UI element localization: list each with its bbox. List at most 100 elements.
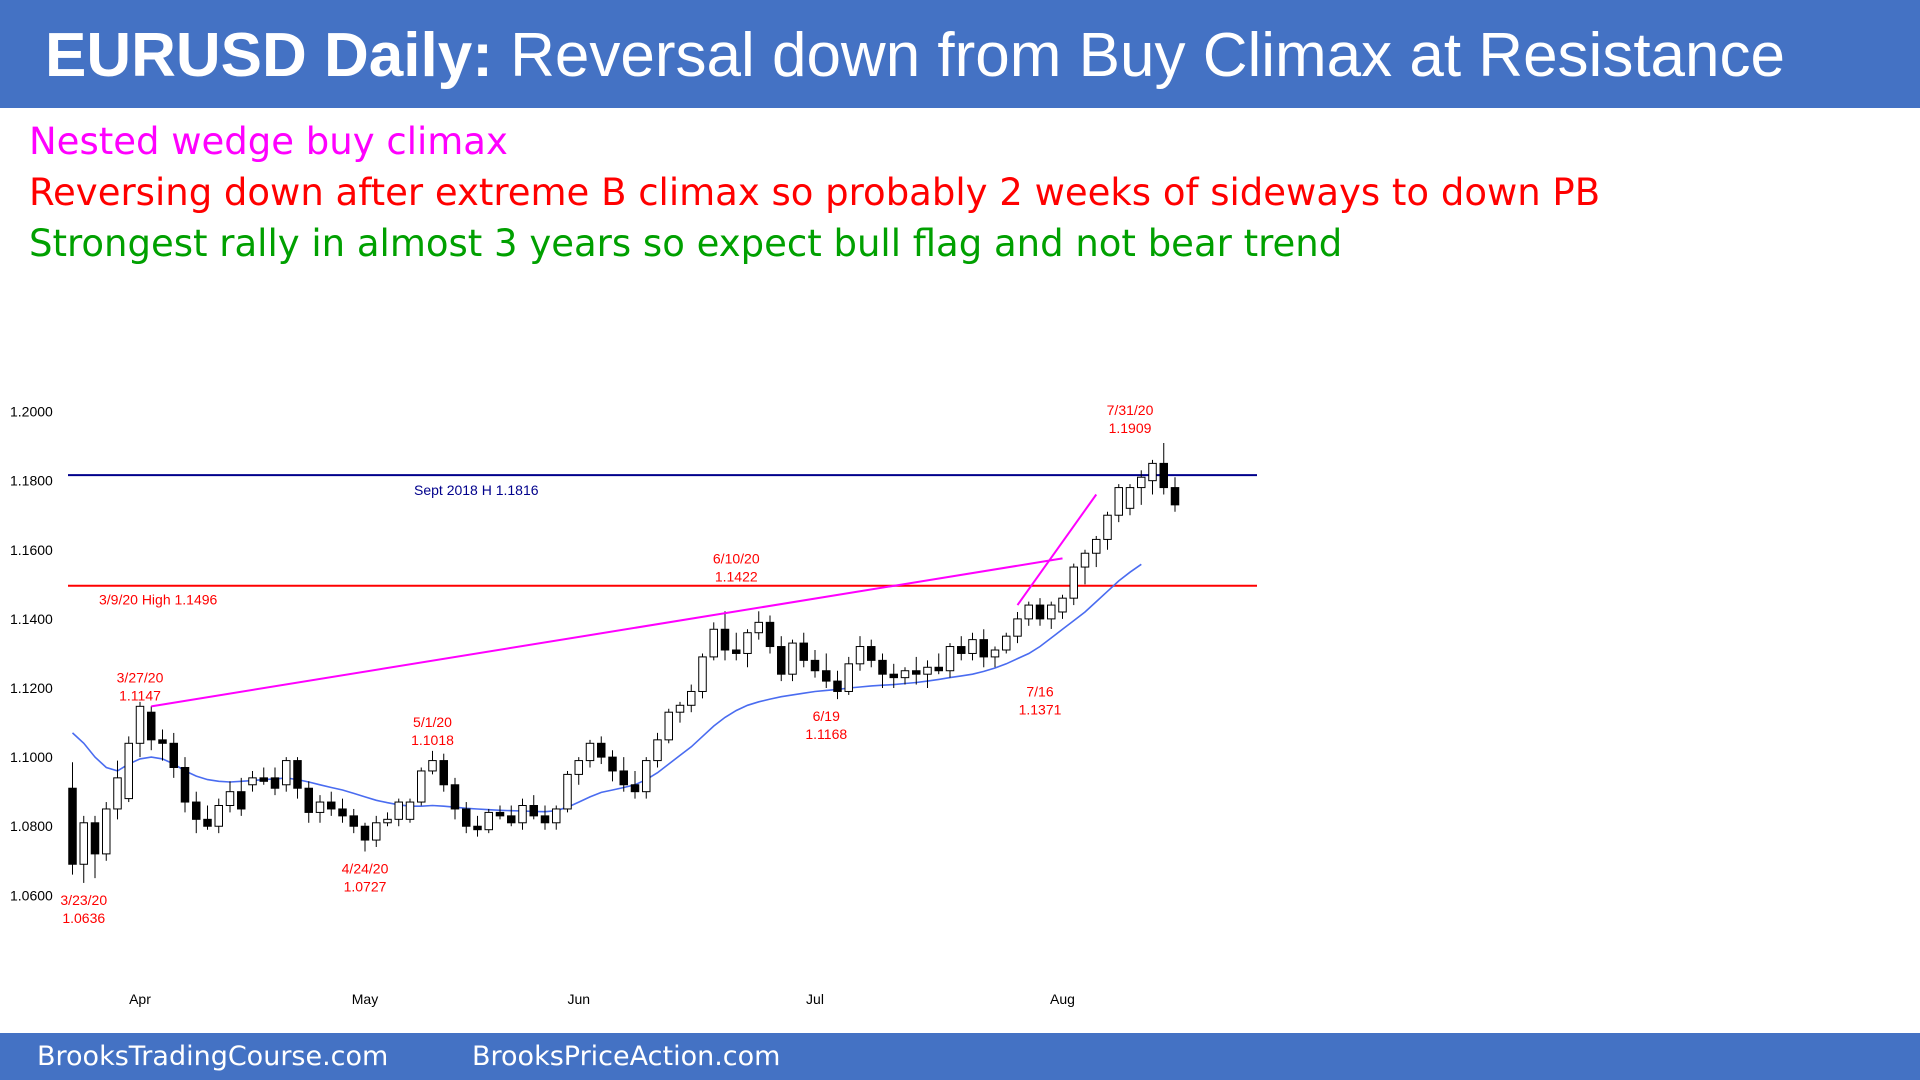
candle-body bbox=[788, 642, 797, 675]
candle-body bbox=[630, 784, 640, 793]
candle-body bbox=[968, 639, 977, 654]
candle-body bbox=[270, 777, 280, 789]
candlestick-chart: 1.2000 1.1800 1.1600 1.1400 1.1200 1.1000 1.08… bbox=[10, 402, 1257, 1007]
candle-body bbox=[979, 639, 988, 658]
candle-body bbox=[720, 628, 730, 651]
annotation-price: 1.1909 bbox=[1109, 420, 1152, 436]
candle-body bbox=[1148, 462, 1157, 482]
notes: Nested wedge buy climax Reversing down a… bbox=[29, 116, 1600, 269]
candle-body bbox=[259, 777, 268, 782]
candle-body bbox=[338, 808, 347, 817]
candle-body bbox=[428, 760, 437, 772]
candle-body bbox=[709, 628, 718, 658]
candle-body bbox=[473, 825, 482, 831]
candle-body bbox=[1137, 476, 1146, 489]
page-title: EURUSD Daily: Reversal down from Buy Cli… bbox=[45, 18, 1785, 94]
candle-body bbox=[1013, 618, 1022, 637]
candle-body bbox=[934, 666, 943, 672]
candle-body bbox=[360, 825, 370, 841]
candle-body bbox=[1170, 487, 1180, 506]
footer-bar: BrooksTradingCourse.com BrooksPriceActio… bbox=[0, 1033, 1920, 1080]
candle-body bbox=[405, 801, 415, 820]
candle-body bbox=[889, 673, 898, 679]
annotation-price: 1.0636 bbox=[62, 910, 105, 926]
candle-body bbox=[484, 811, 493, 831]
candle-body bbox=[417, 770, 426, 803]
candle-body bbox=[945, 646, 955, 672]
candle-body bbox=[990, 649, 1000, 658]
candle-body bbox=[552, 808, 561, 824]
y-tick-label: 1.0600 bbox=[10, 887, 53, 903]
annotation-date: 7/16 bbox=[1026, 684, 1053, 700]
candle-body bbox=[158, 739, 167, 744]
y-tick-label: 1.0800 bbox=[10, 818, 53, 834]
candle-body bbox=[304, 787, 313, 813]
candle-body bbox=[495, 811, 505, 817]
candle-body bbox=[799, 642, 808, 661]
x-tick-label: Aug bbox=[1050, 991, 1075, 1007]
candle-body bbox=[664, 711, 673, 741]
candle-body bbox=[529, 805, 538, 817]
candle-body bbox=[124, 742, 133, 800]
candle-body bbox=[349, 815, 358, 827]
candle-body bbox=[507, 815, 516, 824]
candle-body bbox=[585, 742, 595, 762]
candle-body bbox=[608, 756, 617, 772]
candle-body bbox=[754, 621, 763, 634]
footer-right-link[interactable]: BrooksPriceAction.com bbox=[472, 1041, 781, 1072]
footer-left-link[interactable]: BrooksTradingCourse.com bbox=[37, 1041, 389, 1072]
candle-body bbox=[1080, 552, 1090, 568]
candle-body bbox=[597, 742, 606, 758]
candle-body bbox=[169, 742, 178, 768]
candle-body bbox=[225, 791, 235, 807]
candle-body bbox=[743, 632, 752, 654]
candle-body bbox=[675, 704, 685, 713]
annotation-date: 6/19 bbox=[813, 708, 840, 724]
annotation-date: 3/27/20 bbox=[117, 669, 164, 685]
candle-body bbox=[844, 663, 853, 692]
candle-body bbox=[687, 690, 696, 706]
annotation-price: 1.1371 bbox=[1019, 702, 1062, 718]
candle-body bbox=[777, 646, 786, 675]
candle-body bbox=[540, 815, 550, 824]
wedge-trendline bbox=[151, 557, 1063, 708]
y-tick-label: 1.1600 bbox=[10, 542, 53, 558]
candle-body bbox=[383, 818, 392, 824]
candle-body bbox=[192, 801, 201, 820]
candle-body bbox=[90, 822, 100, 855]
candle-body bbox=[855, 646, 865, 665]
candle-body bbox=[900, 670, 910, 679]
candle-body bbox=[79, 822, 88, 865]
candle-body bbox=[878, 659, 887, 675]
x-tick-label: Apr bbox=[129, 991, 151, 1007]
note-line-3: Strongest rally in almost 3 years so exp… bbox=[29, 222, 1343, 265]
resistance-label: 3/9/20 High 1.1496 bbox=[99, 592, 218, 608]
header-bar: EURUSD Daily: Reversal down from Buy Cli… bbox=[0, 0, 1920, 108]
y-tick-label: 1.1200 bbox=[10, 680, 53, 696]
candle-body bbox=[619, 770, 628, 786]
candle-body bbox=[1002, 635, 1011, 651]
title-rest: Reversal down from Buy Climax at Resista… bbox=[492, 21, 1786, 90]
candle-body bbox=[810, 659, 820, 672]
candle-body bbox=[1092, 538, 1101, 554]
candle-body bbox=[102, 808, 111, 855]
candle-body bbox=[372, 822, 381, 841]
moving-average-line bbox=[71, 563, 1142, 813]
candle-body bbox=[237, 791, 246, 810]
candle-body bbox=[293, 760, 302, 789]
annotation-date: 7/31/20 bbox=[1107, 402, 1154, 418]
title-bold: EURUSD Daily: bbox=[45, 21, 493, 90]
candle-body bbox=[315, 801, 325, 813]
x-tick-label: Jul bbox=[806, 991, 824, 1007]
note-line-2: Reversing down after extreme B climax so… bbox=[29, 171, 1601, 214]
candle-body bbox=[822, 670, 831, 682]
annotation-price: 1.1422 bbox=[715, 569, 758, 585]
candle-body bbox=[1058, 597, 1067, 613]
candle-body bbox=[732, 649, 741, 654]
candle-body bbox=[248, 777, 257, 786]
x-tick-label: Jun bbox=[567, 991, 590, 1007]
candle-body bbox=[867, 646, 876, 661]
annotation-date: 5/1/20 bbox=[413, 714, 452, 730]
candle-body bbox=[923, 666, 932, 675]
annotation-price: 1.1168 bbox=[805, 726, 847, 742]
